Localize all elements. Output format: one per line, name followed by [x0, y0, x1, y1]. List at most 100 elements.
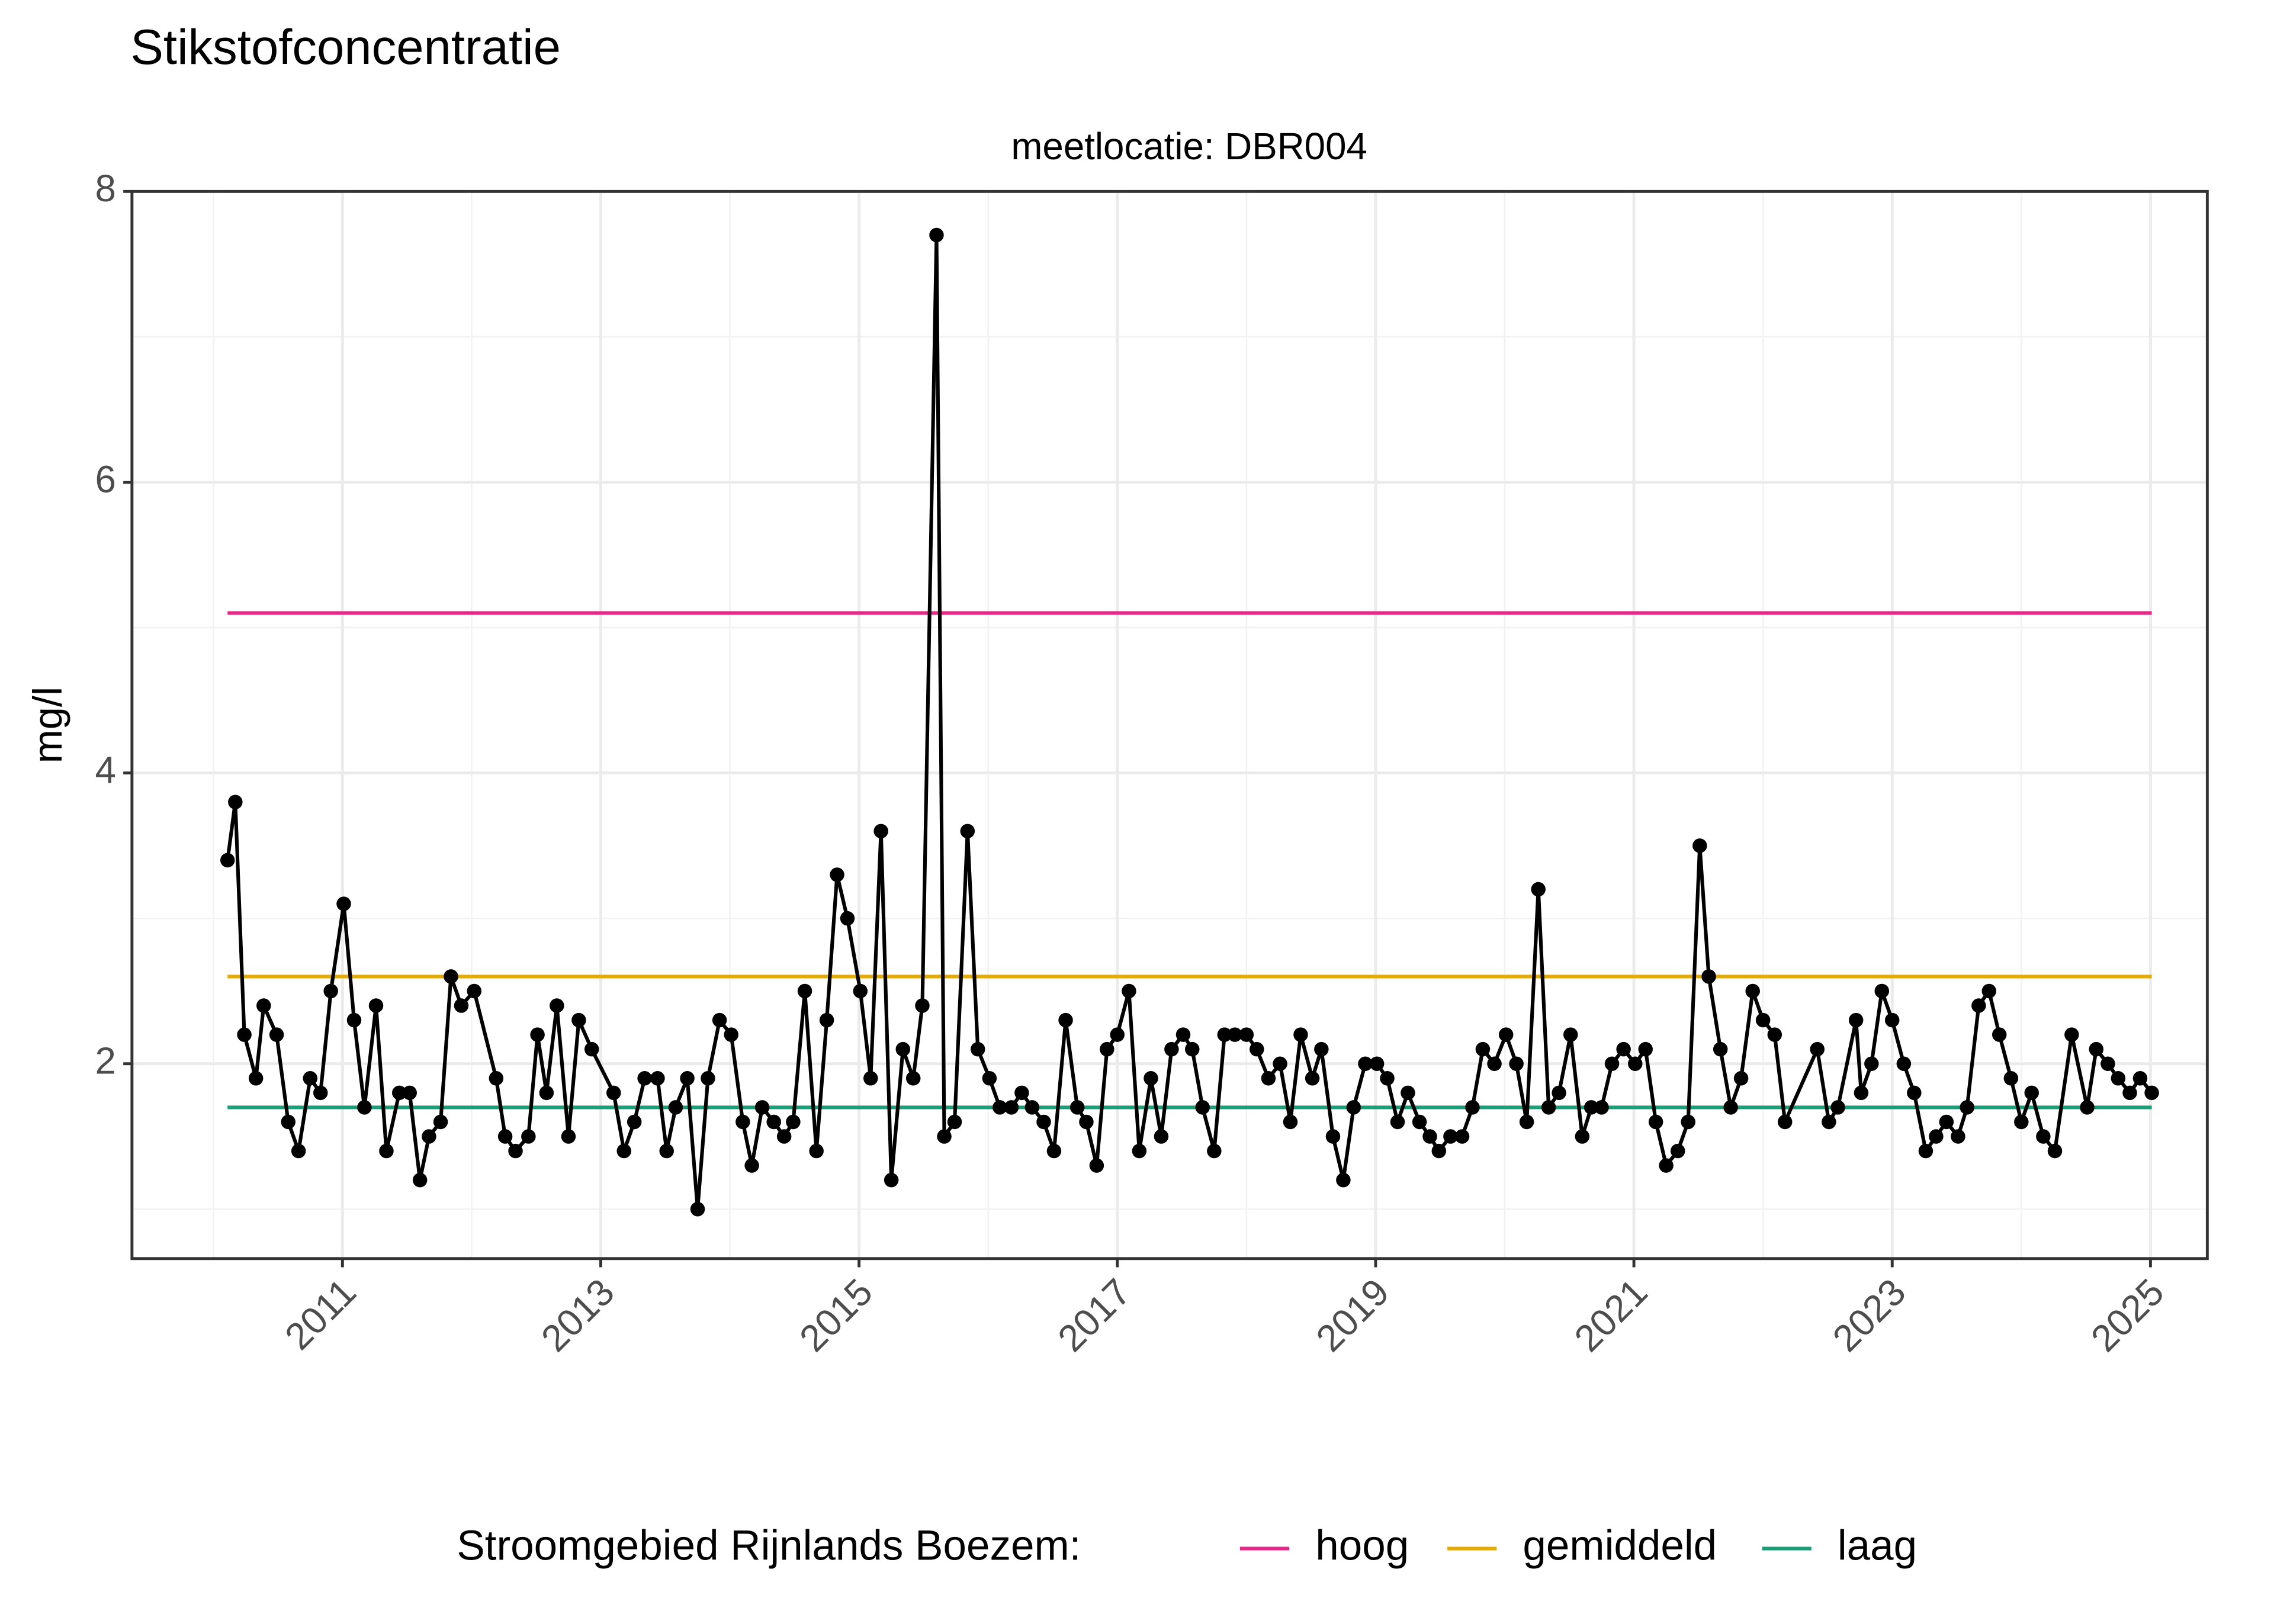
y-tick-label: 4 [95, 749, 116, 791]
data-point [1273, 1056, 1287, 1071]
data-point [2024, 1085, 2039, 1101]
data-point [584, 1041, 599, 1057]
data-point [830, 867, 844, 882]
data-point [1777, 1114, 1793, 1130]
data-point [1594, 1100, 1609, 1115]
data-point [1723, 1100, 1738, 1115]
data-point [1854, 1085, 1869, 1101]
data-point [1575, 1129, 1590, 1144]
data-point [786, 1114, 801, 1130]
data-point [228, 795, 243, 809]
legend-label: hoog [1315, 1522, 1409, 1569]
data-point [357, 1100, 372, 1115]
data-point [1755, 1012, 1771, 1028]
data-point [1132, 1143, 1147, 1159]
data-point [1122, 983, 1136, 999]
data-point [1822, 1114, 1836, 1130]
data-point [1358, 1056, 1373, 1071]
data-point [1217, 1027, 1232, 1042]
legend-title: Stroomgebied Rijnlands Boezem: [457, 1522, 1081, 1569]
data-point [1024, 1100, 1040, 1115]
data-point [2144, 1085, 2159, 1101]
data-point [1648, 1114, 1663, 1130]
data-point [1918, 1143, 1933, 1159]
data-point [616, 1143, 631, 1159]
data-point [1046, 1143, 1062, 1159]
data-point [2132, 1071, 2148, 1086]
data-point [1325, 1129, 1341, 1144]
data-point [840, 911, 855, 926]
data-point [323, 983, 338, 999]
data-point [1261, 1071, 1276, 1086]
data-point [1487, 1056, 1502, 1071]
data-point [735, 1114, 750, 1130]
data-point [248, 1071, 264, 1086]
data-point [1992, 1027, 2007, 1042]
data-point [1079, 1114, 1094, 1130]
data-point [1475, 1041, 1491, 1057]
data-point [422, 1129, 436, 1144]
data-point [744, 1158, 759, 1173]
data-point [1896, 1056, 1912, 1071]
data-point [724, 1027, 738, 1042]
chart-title: Stikstofconcentratie [130, 20, 561, 75]
data-point [1144, 1071, 1158, 1086]
data-point [571, 1012, 586, 1028]
data-point [1465, 1100, 1480, 1115]
data-point [336, 896, 351, 911]
data-point [346, 1012, 362, 1028]
data-point [269, 1027, 284, 1042]
data-point [1531, 882, 1546, 897]
y-axis-label: mg/l [25, 687, 70, 764]
data-point [2122, 1085, 2137, 1101]
data-point [1069, 1100, 1085, 1115]
data-point [412, 1172, 428, 1188]
data-point [650, 1071, 665, 1086]
data-point [701, 1071, 715, 1086]
data-point [1401, 1085, 1415, 1101]
data-point [2003, 1071, 2019, 1086]
data-point [1951, 1129, 1965, 1144]
data-point [1014, 1085, 1029, 1101]
data-point [530, 1027, 545, 1042]
data-point [1874, 983, 1890, 999]
data-point [873, 824, 888, 839]
data-point [1185, 1041, 1200, 1057]
data-point [497, 1129, 513, 1144]
data-point [627, 1114, 642, 1130]
data-point [754, 1100, 770, 1115]
data-point [929, 227, 944, 243]
data-point [1207, 1143, 1222, 1159]
data-point [971, 1041, 985, 1057]
data-point [1380, 1071, 1395, 1086]
data-point [1552, 1085, 1566, 1101]
data-point [1810, 1041, 1825, 1057]
data-point [1971, 998, 1986, 1013]
data-point [1422, 1129, 1437, 1144]
data-point [1004, 1100, 1019, 1115]
data-point [2100, 1056, 2115, 1071]
data-point [1907, 1085, 1922, 1101]
data-point [637, 1071, 652, 1086]
data-point [1628, 1056, 1643, 1071]
data-point [237, 1027, 252, 1042]
data-point [863, 1071, 878, 1086]
y-tick-label: 6 [95, 458, 116, 500]
data-point [982, 1071, 997, 1086]
data-point [368, 998, 384, 1013]
data-point [1670, 1143, 1685, 1159]
data-point [2089, 1041, 2104, 1057]
data-point [1509, 1056, 1524, 1071]
data-point [1733, 1071, 1749, 1086]
data-point [905, 1071, 921, 1086]
data-point [712, 1012, 727, 1028]
data-point [797, 983, 812, 999]
y-tick-label: 8 [95, 168, 116, 210]
data-point [1604, 1056, 1620, 1071]
data-point [884, 1172, 899, 1188]
data-point [1412, 1114, 1427, 1130]
data-point [690, 1202, 705, 1217]
data-point [220, 853, 235, 868]
